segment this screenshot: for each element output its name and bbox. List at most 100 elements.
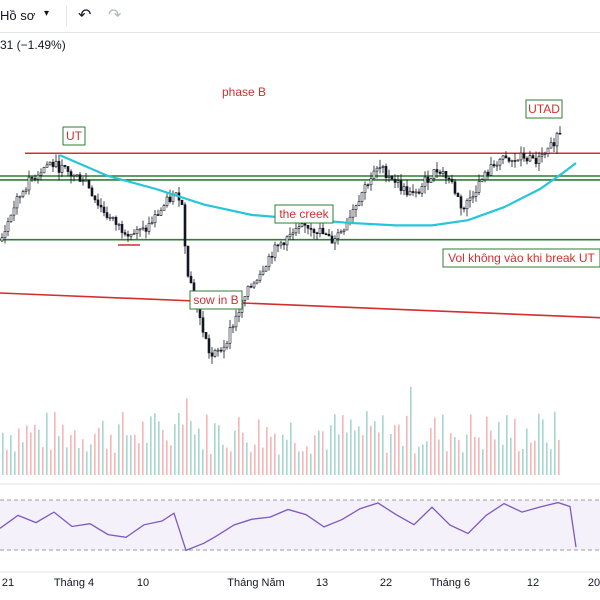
candle: [441, 170, 445, 174]
volume-bar: [106, 448, 108, 475]
candle: [423, 176, 427, 187]
volume-bar: [406, 415, 408, 475]
volume-bar: [222, 444, 224, 475]
candle: [255, 279, 259, 284]
candle: [498, 158, 502, 166]
volume-bar: [22, 442, 24, 475]
candle: [45, 164, 49, 168]
candle: [276, 244, 280, 247]
volume-bar: [330, 425, 332, 475]
candle: [204, 332, 208, 339]
candle: [447, 177, 451, 180]
moving-average-line[interactable]: [59, 154, 577, 227]
x-axis-label: 22: [380, 577, 392, 589]
volume-bar: [522, 448, 524, 475]
volume-bar: [34, 424, 36, 475]
volume-bar: [538, 413, 540, 475]
volume-bar: [214, 423, 216, 475]
volume-bar: [78, 448, 80, 475]
candle: [477, 181, 481, 193]
volume-bar: [306, 446, 308, 475]
candle: [99, 204, 103, 208]
candle: [507, 157, 511, 162]
volume-bar: [194, 434, 196, 475]
candle: [42, 167, 46, 174]
candle: [210, 352, 214, 357]
volume-bar: [258, 419, 260, 475]
candle: [87, 179, 91, 189]
candle: [279, 242, 283, 246]
volume-bar: [134, 434, 136, 475]
candle: [66, 166, 70, 172]
volume-bar: [238, 417, 240, 475]
volume-bar: [94, 433, 96, 475]
candle: [540, 153, 544, 157]
volume-bar: [430, 428, 432, 475]
volume-bar: [550, 449, 552, 475]
volume-bar: [218, 425, 220, 475]
volume-bar: [374, 421, 376, 475]
candle: [435, 169, 439, 173]
volume-bar: [470, 414, 472, 475]
x-axis-label: 13: [316, 577, 328, 589]
candle: [114, 216, 118, 225]
volume-bar: [74, 430, 76, 475]
volume-bar: [250, 452, 252, 475]
volume-bar: [462, 452, 464, 475]
volume-bar: [246, 442, 248, 475]
candle: [495, 164, 499, 167]
candle: [180, 199, 184, 206]
candle: [201, 317, 205, 333]
x-axis-label: Tháng Năm: [227, 577, 284, 589]
candle: [273, 244, 277, 258]
candle: [504, 155, 508, 159]
candle: [267, 256, 271, 267]
candle: [549, 142, 553, 149]
profile-menu[interactable]: Hồ sơ: [0, 8, 36, 23]
redo-icon[interactable]: ↷: [108, 7, 122, 24]
candle: [282, 242, 286, 246]
volume-bar: [426, 441, 428, 475]
volume-bar: [482, 449, 484, 475]
candle: [558, 132, 562, 135]
volume-bar: [166, 440, 168, 475]
volume-bar: [378, 432, 380, 475]
volume-bar: [546, 442, 548, 475]
x-axis-label: Tháng 4: [54, 577, 94, 589]
candle: [522, 152, 526, 159]
candle: [297, 226, 301, 229]
annotation-box: [62, 126, 86, 146]
candle: [459, 196, 463, 209]
volume-bar: [130, 435, 132, 475]
candle: [408, 191, 412, 196]
volume-bar: [198, 428, 200, 475]
candle: [534, 157, 538, 164]
undo-icon[interactable]: ↶: [78, 7, 92, 24]
annotation-label: UTAD: [528, 102, 560, 116]
candle: [465, 200, 469, 209]
volume-bar: [178, 412, 180, 475]
volume-bar: [394, 425, 396, 475]
candle: [186, 245, 190, 277]
chevron-down-icon[interactable]: ▾: [44, 8, 50, 19]
candle: [411, 191, 415, 193]
volume-bar: [350, 419, 352, 475]
volume-bar: [142, 421, 144, 475]
candle: [318, 227, 322, 234]
candle: [420, 185, 424, 194]
volume-bar: [486, 416, 488, 475]
candle: [129, 233, 133, 237]
candle: [444, 170, 448, 179]
volume-bar: [274, 433, 276, 475]
volume-bar: [90, 444, 92, 475]
candle: [378, 167, 382, 169]
candle: [72, 174, 76, 177]
candle: [390, 176, 394, 180]
candle: [393, 178, 397, 183]
trendline-line[interactable]: [0, 292, 600, 319]
candle: [84, 179, 88, 182]
rsi-band: [0, 500, 600, 550]
annotation-label: the creek: [279, 207, 329, 221]
rsi-line[interactable]: [0, 501, 577, 552]
